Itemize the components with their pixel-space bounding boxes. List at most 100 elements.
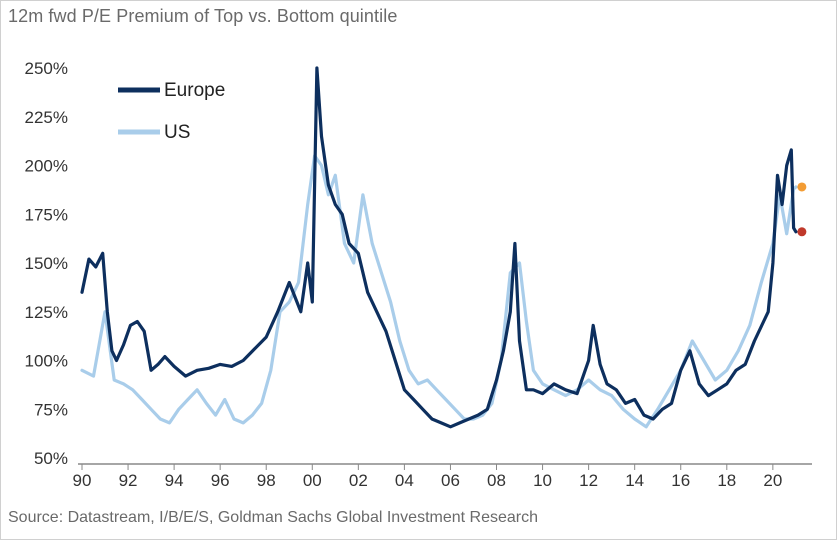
data-point-us <box>177 408 180 411</box>
x-tick-label: 04 <box>395 471 414 490</box>
data-point-us <box>297 281 300 284</box>
data-point-us <box>737 350 740 352</box>
last-value-markers <box>797 182 807 237</box>
data-point-europe <box>762 320 765 323</box>
data-point-us <box>306 203 309 206</box>
data-point-europe <box>606 383 608 385</box>
x-tick-label: 18 <box>717 471 736 490</box>
data-point-europe <box>300 311 302 313</box>
data-point-europe <box>341 213 344 216</box>
data-point-us <box>668 389 670 391</box>
data-point-europe <box>88 258 90 260</box>
last-point-us <box>797 182 807 192</box>
data-point-europe <box>587 359 590 362</box>
series-line-us <box>80 154 798 429</box>
data-point-europe <box>265 336 268 338</box>
x-tick-label: 92 <box>119 471 138 490</box>
data-point-europe <box>633 398 636 401</box>
x-tick-label: 00 <box>303 471 322 490</box>
data-point-us <box>141 398 143 401</box>
data-point-europe <box>514 242 516 245</box>
x-tick-label: 96 <box>211 471 230 490</box>
data-point-us <box>205 402 208 405</box>
data-point-europe <box>320 135 323 138</box>
data-point-europe <box>576 392 578 395</box>
data-point-europe <box>735 369 737 372</box>
data-point-us <box>320 164 323 167</box>
data-point-europe <box>458 422 461 424</box>
data-point-us <box>587 379 590 381</box>
data-point-us <box>795 186 797 188</box>
y-tick-label: 150% <box>25 254 68 273</box>
data-point-europe <box>767 311 769 313</box>
data-point-us <box>749 324 751 327</box>
data-point-us <box>553 389 555 391</box>
x-tick-label: 16 <box>671 471 690 490</box>
data-point-us <box>187 398 189 401</box>
y-tick-label: 200% <box>25 157 68 176</box>
data-point-us <box>703 359 705 362</box>
data-point-europe <box>449 426 452 428</box>
data-point-europe <box>477 414 479 416</box>
axes: 50% 75% 100% 125% 150% 175% 200% 225% 250% 90 92 94… <box>25 59 812 490</box>
data-point-us <box>610 394 613 397</box>
data-point-us <box>399 340 401 342</box>
legend-label-europe: Europe <box>164 80 225 101</box>
data-point-europe <box>276 311 279 313</box>
data-point-europe <box>564 389 567 391</box>
x-tick-label: 94 <box>165 471 184 490</box>
data-point-europe <box>615 389 618 391</box>
data-point-europe <box>394 359 397 362</box>
y-tick-label: 100% <box>25 352 68 371</box>
data-point-europe <box>311 301 314 303</box>
x-tick-label: 06 <box>441 471 460 490</box>
data-point-us <box>251 414 254 416</box>
data-point-europe <box>726 383 728 385</box>
series-us <box>80 154 798 429</box>
data-point-us <box>233 418 235 420</box>
data-point-europe <box>790 149 793 151</box>
data-point-europe <box>122 344 125 346</box>
data-point-europe <box>334 203 337 206</box>
x-tick-label: 02 <box>349 471 368 490</box>
y-tick-label: 225% <box>25 108 68 127</box>
data-point-europe <box>495 379 498 381</box>
data-point-us <box>362 194 364 196</box>
data-point-europe <box>348 242 350 245</box>
data-point-europe <box>306 262 309 264</box>
y-tick-label: 50% <box>34 449 68 468</box>
data-point-europe <box>599 363 601 366</box>
last-point-europe <box>797 227 807 237</box>
data-point-europe <box>652 418 654 420</box>
data-point-europe <box>643 414 645 416</box>
data-point-us <box>656 408 659 411</box>
data-point-europe <box>316 67 318 69</box>
data-point-us <box>168 422 171 424</box>
data-point-europe <box>111 350 113 352</box>
data-point-europe <box>357 252 360 255</box>
data-point-europe <box>772 262 774 264</box>
data-point-europe <box>795 231 797 233</box>
data-point-us <box>532 369 535 372</box>
data-point-us <box>435 389 438 391</box>
data-point-us <box>389 301 392 303</box>
y-tick-label: 175% <box>25 205 68 224</box>
data-point-europe <box>101 252 104 255</box>
data-point-us <box>760 281 763 284</box>
data-point-us <box>92 375 95 377</box>
data-point-us <box>714 379 717 381</box>
data-point-europe <box>689 350 691 352</box>
data-point-us <box>260 402 263 405</box>
data-point-europe <box>412 398 415 401</box>
data-point-europe <box>150 369 152 372</box>
data-point-us <box>279 311 281 313</box>
data-point-europe <box>698 383 700 385</box>
data-point-europe <box>707 394 710 397</box>
data-point-europe <box>486 408 489 411</box>
data-point-us <box>633 418 636 420</box>
data-point-europe <box>385 330 387 333</box>
data-point-us <box>81 369 83 372</box>
data-point-europe <box>230 365 233 368</box>
chart-title: 12m fwd P/E Premium of Top vs. Bottom qu… <box>8 6 398 26</box>
data-point-us <box>327 194 330 196</box>
